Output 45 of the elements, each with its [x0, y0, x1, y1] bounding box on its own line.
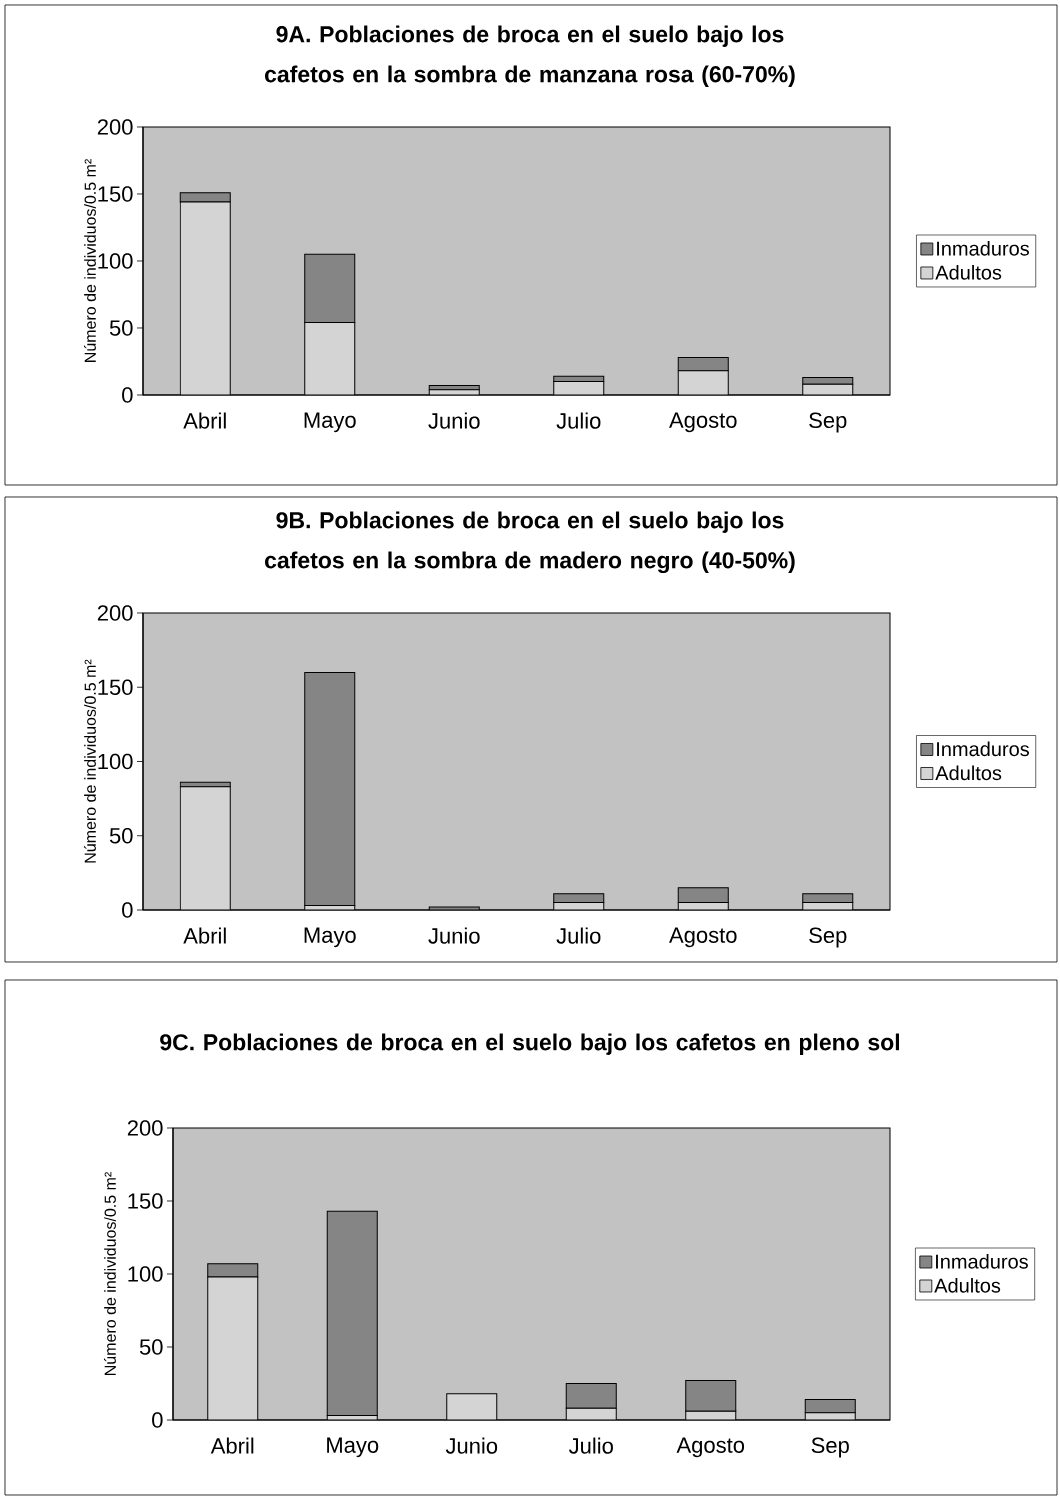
x-tick-label: Sep	[811, 1437, 849, 1458]
chart-title: 9B. Poblaciones de broca en el suelo bajo los cafetos en la sombra de madero negro (40-50%)	[265, 511, 795, 574]
y-tick-label: 200	[97, 605, 133, 621]
y-axis-title: Número de individuos/0.5 m²	[83, 159, 96, 362]
x-tick-label: Julio	[556, 412, 601, 429]
y-tick-label: 100	[98, 753, 133, 770]
y-tick-label: 50	[139, 1339, 163, 1355]
legend-label: Adultos	[935, 264, 1002, 280]
chart-title: 9C. Poblaciones de broca en el suelo bajo los cafetos en pleno sol	[160, 1033, 900, 1055]
y-tick-label: 150	[98, 679, 133, 696]
x-tick-label: Agosto	[669, 927, 737, 948]
y-tick-label: 50	[109, 320, 133, 336]
x-tick-label: Sep	[809, 412, 847, 433]
y-tick-label: 0	[122, 387, 133, 403]
y-tick-label: 100	[98, 253, 133, 269]
x-tick-label: Abril	[183, 927, 226, 944]
x-tick-label: Julio	[556, 927, 601, 944]
y-tick-label: 50	[109, 827, 133, 844]
x-tick-label: Mayo	[327, 1437, 379, 1458]
x-tick-label: Junio	[428, 412, 480, 429]
chart-title: 9A. Poblaciones de broca en el suelo bajo los cafetos en la sombra de manzana rosa (60-70%)	[265, 25, 795, 87]
x-tick-label: Abril	[183, 412, 226, 429]
y-tick-label: 0	[122, 902, 133, 918]
y-tick-label: 150	[98, 186, 133, 202]
x-tick-label: Junio	[445, 1437, 498, 1454]
y-tick-label: 0	[152, 1412, 163, 1428]
x-tick-label: Sep	[809, 927, 847, 948]
y-tick-label: 150	[128, 1193, 163, 1209]
y-tick-label: 200	[97, 119, 133, 135]
x-tick-label: Mayo	[304, 412, 356, 433]
x-tick-label: Junio	[428, 927, 480, 944]
x-tick-label: Agosto	[669, 412, 737, 433]
legend-label: Adultos	[935, 765, 1002, 781]
legend-label: Inmaduros	[936, 1254, 1028, 1269]
legend-label: Inmaduros	[937, 741, 1029, 757]
y-tick-label: 100	[128, 1266, 163, 1282]
legend-label: Adultos	[934, 1278, 1001, 1293]
y-tick-label: 200	[127, 1120, 163, 1136]
y-axis-title: Número de individuos/0.5 m²	[103, 1172, 116, 1375]
legend-label: Inmaduros	[937, 240, 1029, 256]
x-tick-label: Abril	[210, 1437, 254, 1454]
x-tick-label: Agosto	[676, 1437, 745, 1458]
y-axis-title: Número de individuos/0.5 m²	[83, 659, 96, 863]
x-tick-label: Mayo	[304, 927, 356, 948]
x-tick-label: Julio	[568, 1437, 613, 1454]
